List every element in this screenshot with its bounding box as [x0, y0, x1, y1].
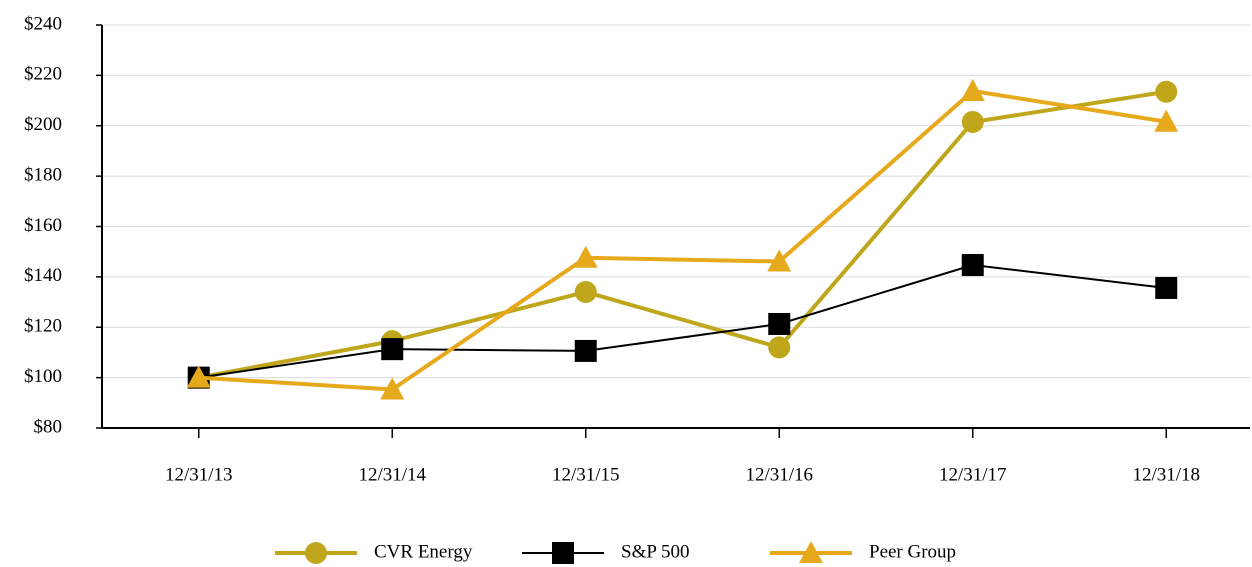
data-point	[961, 110, 984, 133]
y-tick-label: $160	[24, 215, 62, 236]
data-point	[186, 365, 211, 388]
y-tick-label: $240	[24, 13, 62, 34]
series-line	[198, 89, 1167, 380]
y-tick-label: $120	[24, 316, 62, 337]
legend-label: CVR Energy	[374, 541, 473, 562]
y-tick-label: $180	[24, 164, 62, 185]
data-point	[573, 245, 598, 268]
data-point	[1155, 276, 1178, 299]
data-point	[768, 312, 791, 335]
y-tick-label: $200	[24, 114, 62, 135]
y-tick-label: $220	[24, 64, 62, 85]
x-tick-label: 12/31/14	[358, 464, 426, 485]
data-point	[960, 78, 985, 101]
y-tick-label: $140	[24, 265, 62, 286]
series-line	[198, 88, 1167, 392]
data-point	[1155, 80, 1178, 103]
legend-label: S&P 500	[621, 541, 689, 562]
legend-marker	[799, 541, 823, 563]
x-tick-label: 12/31/13	[165, 464, 233, 485]
legend-marker	[305, 542, 327, 564]
y-tick-label: $80	[34, 416, 63, 437]
data-point	[574, 339, 597, 362]
data-point	[381, 338, 404, 361]
x-tick-label: 12/31/15	[552, 464, 620, 485]
legend-label: Peer Group	[869, 541, 956, 562]
data-point	[574, 280, 597, 303]
x-tick-label: 12/31/16	[745, 464, 813, 485]
y-tick-label: $100	[24, 366, 62, 387]
data-point	[768, 336, 791, 359]
x-tick-label: 12/31/18	[1132, 464, 1200, 485]
data-point	[380, 377, 405, 400]
legend-marker	[552, 542, 574, 564]
series-line	[198, 264, 1167, 379]
data-point	[767, 249, 792, 272]
data-point	[961, 254, 984, 277]
data-point	[1154, 109, 1179, 132]
x-tick-label: 12/31/17	[939, 464, 1007, 485]
